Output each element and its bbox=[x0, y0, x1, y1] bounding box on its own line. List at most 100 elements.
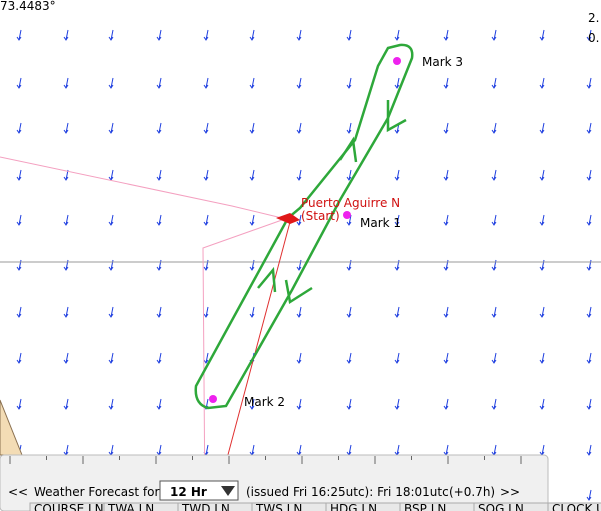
wind-arrow bbox=[346, 29, 352, 41]
wind-arrow bbox=[539, 306, 545, 318]
wind-arrow bbox=[443, 444, 449, 456]
wind-arrow bbox=[539, 444, 545, 456]
wind-arrow bbox=[346, 352, 352, 364]
wind-arrow bbox=[156, 398, 162, 410]
header-text: BSP LN bbox=[404, 502, 446, 511]
wind-arrow bbox=[443, 214, 449, 226]
wind-arrow bbox=[16, 306, 22, 318]
wind-arrow bbox=[394, 169, 400, 181]
mark-label: Mark 2 bbox=[244, 395, 285, 409]
scale-ticks bbox=[9, 456, 522, 464]
wind-arrow bbox=[63, 29, 69, 41]
header-text: HDG LN bbox=[330, 502, 377, 511]
wind-arrow bbox=[108, 444, 114, 456]
wind-arrow bbox=[539, 352, 545, 364]
period-value: 12 Hr bbox=[170, 485, 207, 499]
wind-arrow bbox=[249, 306, 255, 318]
wind-arrow bbox=[491, 444, 497, 456]
wind-arrow bbox=[491, 352, 497, 364]
wind-arrow bbox=[203, 77, 209, 89]
header-text: CLOCK UTC bbox=[552, 502, 601, 511]
wind-arrow bbox=[346, 122, 352, 134]
wind-arrow bbox=[108, 306, 114, 318]
wind-arrow bbox=[296, 29, 302, 41]
wind-arrow bbox=[296, 444, 302, 456]
wind-arrow bbox=[108, 398, 114, 410]
wind-arrow bbox=[586, 169, 592, 181]
wind-arrow bbox=[249, 29, 255, 41]
wind-arrow bbox=[63, 77, 69, 89]
wind-arrow bbox=[156, 444, 162, 456]
mark-dot bbox=[209, 395, 217, 403]
wind-arrow bbox=[586, 306, 592, 318]
mark-dot bbox=[343, 211, 351, 219]
wind-arrow bbox=[203, 352, 209, 364]
coord-label: 0. bbox=[588, 31, 599, 45]
wind-arrow bbox=[16, 77, 22, 89]
wind-arrow bbox=[491, 29, 497, 41]
wind-arrow bbox=[16, 122, 22, 134]
wind-arrow bbox=[539, 169, 545, 181]
wind-arrow bbox=[346, 214, 352, 226]
wind-arrow bbox=[539, 29, 545, 41]
header-text: TWS LN bbox=[255, 502, 302, 511]
wind-arrow bbox=[586, 77, 592, 89]
wind-arrow bbox=[586, 352, 592, 364]
prev-button[interactable]: << bbox=[8, 485, 28, 499]
wind-arrow bbox=[443, 77, 449, 89]
wind-arrow bbox=[394, 77, 400, 89]
wind-arrow bbox=[296, 122, 302, 134]
wind-arrows bbox=[16, 29, 592, 501]
header-text: COURSE LN bbox=[34, 502, 104, 511]
wind-arrow bbox=[346, 444, 352, 456]
wind-arrow bbox=[346, 169, 352, 181]
wind-arrow bbox=[203, 306, 209, 318]
wind-arrow bbox=[586, 29, 592, 41]
wind-arrow bbox=[586, 444, 592, 456]
wind-arrow bbox=[249, 398, 255, 410]
wind-arrow bbox=[16, 29, 22, 41]
wind-arrow bbox=[156, 77, 162, 89]
wind-arrow bbox=[539, 122, 545, 134]
wind-arrow bbox=[394, 352, 400, 364]
wind-arrow bbox=[443, 29, 449, 41]
wind-arrow bbox=[156, 122, 162, 134]
start-label: (Start) bbox=[301, 209, 340, 223]
wind-arrow bbox=[249, 214, 255, 226]
wind-arrow bbox=[63, 122, 69, 134]
wind-arrow bbox=[443, 169, 449, 181]
coord-label: 2. bbox=[588, 11, 599, 25]
wind-arrow bbox=[16, 352, 22, 364]
wind-arrow bbox=[394, 306, 400, 318]
wind-arrow bbox=[586, 489, 592, 501]
period-dropdown[interactable] bbox=[159, 480, 239, 501]
dropdown-arrow[interactable] bbox=[221, 486, 235, 496]
wind-arrow bbox=[203, 122, 209, 134]
wind-arrow bbox=[156, 169, 162, 181]
wind-arrow bbox=[443, 352, 449, 364]
wind-arrow bbox=[491, 306, 497, 318]
issued-label: (issued Fri 16:25utc): Fri 18:01utc bbox=[246, 485, 449, 499]
wind-arrow bbox=[296, 352, 302, 364]
wind-arrow bbox=[394, 398, 400, 410]
mark-label: Mark 1 bbox=[360, 216, 401, 230]
wind-arrow bbox=[156, 306, 162, 318]
wind-arrow bbox=[108, 169, 114, 181]
wind-arrow bbox=[491, 169, 497, 181]
wind-arrow bbox=[203, 214, 209, 226]
table-header: COURSE LN TWA LN TWD LN TWS LN HDG LN BSP LN S… bbox=[29, 502, 601, 511]
wind-arrow bbox=[296, 306, 302, 318]
forecast-panel bbox=[0, 454, 549, 511]
wind-arrow bbox=[249, 169, 255, 181]
wind-arrow bbox=[108, 352, 114, 364]
wind-arrow bbox=[491, 122, 497, 134]
wind-arrow bbox=[16, 169, 22, 181]
wind-arrow bbox=[63, 444, 69, 456]
wind-arrow bbox=[108, 214, 114, 226]
next-button[interactable]: >> bbox=[500, 485, 520, 499]
start-label: Puerto Aguirre N bbox=[301, 196, 400, 210]
wind-arrow bbox=[108, 77, 114, 89]
direction-arrows bbox=[257, 100, 407, 305]
wind-arrow bbox=[539, 398, 545, 410]
